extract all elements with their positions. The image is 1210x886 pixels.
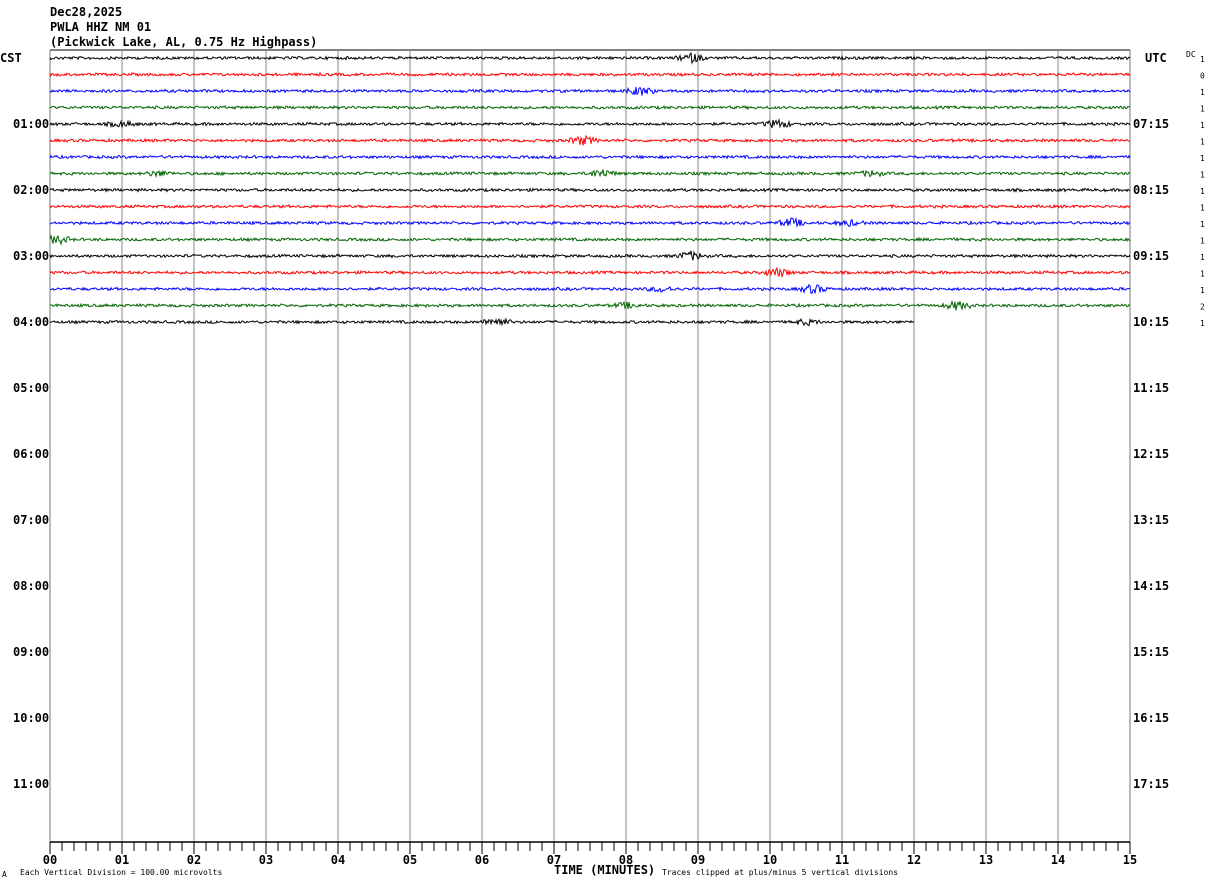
- trace-row: [49, 317, 914, 327]
- x-tick-label: 13: [979, 853, 993, 867]
- trace-row: [49, 154, 1131, 160]
- cst-hour-label: 07:00: [13, 513, 49, 527]
- trace-row: [49, 283, 1131, 294]
- dc-value: 1: [1200, 88, 1205, 97]
- x-tick-label: 02: [187, 853, 201, 867]
- x-tick-label: 15: [1123, 853, 1137, 867]
- dc-value: 1: [1200, 171, 1205, 180]
- trace-row: [49, 300, 1131, 311]
- utc-hour-label: 09:15: [1133, 249, 1169, 263]
- utc-hour-label: 16:15: [1133, 711, 1169, 725]
- trace-row: [49, 86, 1131, 96]
- grid: [49, 49, 1131, 842]
- x-axis-title: TIME (MINUTES): [554, 863, 655, 877]
- trace-row: [49, 104, 1131, 111]
- cst-hour-label: 04:00: [13, 315, 49, 329]
- dc-value: 1: [1200, 55, 1205, 64]
- x-tick-label: 03: [259, 853, 273, 867]
- date-label: Dec28,2025: [50, 5, 122, 19]
- dc-value: 1: [1200, 286, 1205, 295]
- trace-row: [49, 117, 1131, 129]
- utc-hour-label: 12:15: [1133, 447, 1169, 461]
- dc-value: 0: [1200, 72, 1205, 81]
- utc-hour-label: 11:15: [1133, 381, 1169, 395]
- corner-mark: A: [2, 870, 7, 879]
- x-tick-label: 07: [547, 853, 561, 867]
- utc-hour-label: 07:15: [1133, 117, 1169, 131]
- dc-value: 1: [1200, 220, 1205, 229]
- cst-hour-label: 01:00: [13, 117, 49, 131]
- traces: 1 0 1 1 1 1 1 1 1 1 1 1 1 1 1 2 1: [49, 51, 1205, 328]
- cst-hour-label: 02:00: [13, 183, 49, 197]
- scale-note: Each Vertical Division = 100.00 microvol…: [20, 868, 222, 877]
- x-tick-label: 10: [763, 853, 777, 867]
- cst-hour-label: CST: [0, 51, 22, 65]
- cst-hour-label: 05:00: [13, 381, 49, 395]
- utc-hour-label: 17:15: [1133, 777, 1169, 791]
- dc-value: 1: [1200, 121, 1205, 130]
- x-tick-label: 08: [619, 853, 633, 867]
- dc-value: 1: [1200, 319, 1205, 328]
- x-tick-label: 14: [1051, 853, 1065, 867]
- trace-row: [49, 234, 1131, 246]
- hour-labels: CST UTC 01:00 07:15 02:00 08:15 03:00 09:15 04:0…: [0, 51, 1169, 791]
- x-tick-label: 05: [403, 853, 417, 867]
- station-label: PWLA HHZ NM 01: [50, 20, 151, 34]
- utc-hour-label: 08:15: [1133, 183, 1169, 197]
- x-tick-label: 11: [835, 853, 849, 867]
- utc-hour-label: 13:15: [1133, 513, 1169, 527]
- dc-value: 1: [1200, 138, 1205, 147]
- cst-hour-label: 11:00: [13, 777, 49, 791]
- trace-row: [49, 51, 1131, 65]
- cst-hour-label: 10:00: [13, 711, 49, 725]
- trace-row: [49, 266, 1131, 279]
- utc-hour-label: 10:15: [1133, 315, 1169, 329]
- cst-hour-label: 08:00: [13, 579, 49, 593]
- cst-hour-label: 09:00: [13, 645, 49, 659]
- dc-value: 2: [1200, 303, 1205, 312]
- trace-row: [49, 71, 1131, 78]
- trace-row: [49, 250, 1131, 261]
- dc-value: 1: [1200, 237, 1205, 246]
- x-tick-label: 12: [907, 853, 921, 867]
- cst-hour-label: 03:00: [13, 249, 49, 263]
- dc-title: DC: [1186, 50, 1196, 59]
- x-tick-label: 00: [43, 853, 57, 867]
- dc-value: 1: [1200, 187, 1205, 196]
- x-tick-label: 09: [691, 853, 705, 867]
- utc-hour-label: 14:15: [1133, 579, 1169, 593]
- cst-hour-label: 06:00: [13, 447, 49, 461]
- dc-value: 1: [1200, 154, 1205, 163]
- trace-row: [50, 169, 1131, 179]
- trace-row: [49, 187, 1131, 193]
- x-tick-label: 06: [475, 853, 489, 867]
- description-label: (Pickwick Lake, AL, 0.75 Hz Highpass): [50, 35, 317, 49]
- dc-value: 1: [1200, 270, 1205, 279]
- clip-note: Traces clipped at plus/minus 5 vertical …: [662, 868, 898, 877]
- utc-hour-label: UTC: [1145, 51, 1167, 65]
- trace-row: [49, 216, 1131, 228]
- trace-row: [49, 134, 1131, 146]
- dc-value: 1: [1200, 105, 1205, 114]
- dc-value: 1: [1200, 204, 1205, 213]
- dc-value: 1: [1200, 253, 1205, 262]
- trace-row: [49, 203, 1131, 210]
- x-tick-label: 04: [331, 853, 345, 867]
- x-tick-label: 01: [115, 853, 129, 867]
- utc-hour-label: 15:15: [1133, 645, 1169, 659]
- x-axis: 00 01 02 03 04 05 06 07 08 09 10 11 12 13 14 15: [43, 841, 1137, 867]
